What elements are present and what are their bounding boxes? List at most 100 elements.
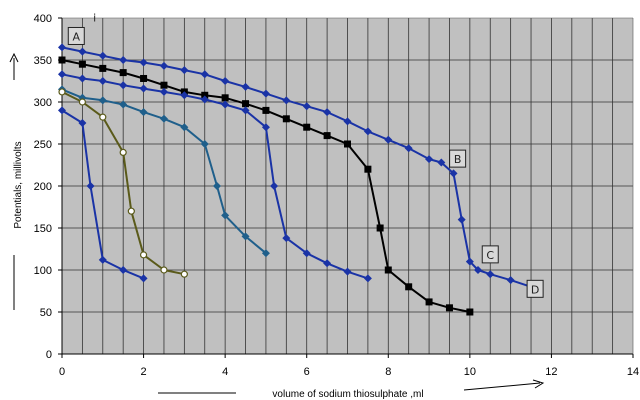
x-tick-label: 10 (464, 366, 476, 378)
data-point-square (160, 81, 168, 89)
y-tick-label: 0 (46, 349, 52, 361)
callout-a: A (67, 26, 85, 45)
data-point-diamond (58, 106, 66, 115)
data-point-diamond (261, 249, 270, 258)
data-point-circle (127, 207, 135, 215)
series-line (61, 59, 471, 313)
data-point-diamond (363, 274, 372, 283)
data-point-diamond (159, 61, 168, 70)
data-point-diamond (241, 232, 250, 241)
data-point-square (376, 224, 384, 232)
data-point-diamond (180, 66, 189, 75)
y-tick-label: 150 (34, 223, 52, 235)
data-point-diamond (58, 70, 66, 79)
y-tick-label: 400 (34, 13, 52, 25)
data-point-diamond (221, 77, 230, 85)
data-point-diamond (139, 58, 148, 67)
y-tick-label: 50 (40, 307, 52, 319)
data-point-circle (78, 98, 86, 106)
data-point-circle (160, 266, 168, 274)
callout-c: C (481, 245, 499, 264)
data-point-diamond (323, 259, 332, 268)
data-point-diamond (98, 77, 107, 85)
data-point-diamond (98, 51, 107, 60)
x-tick-label: 6 (304, 366, 310, 378)
data-point-diamond (200, 95, 209, 104)
data-point-diamond (241, 82, 250, 91)
data-point-square (425, 298, 433, 306)
data-point-diamond (159, 87, 168, 96)
x-tick-label: 8 (385, 366, 391, 378)
y-tick-label: 100 (34, 265, 52, 277)
callout-box (526, 279, 544, 298)
data-point-square (201, 91, 209, 99)
data-point-square (99, 64, 107, 72)
x-axis-title: volume of sodium thiosulphate ,ml (272, 389, 423, 400)
data-point-diamond (465, 257, 474, 266)
x-tick-label: 14 (627, 366, 639, 378)
series-4 (58, 85, 270, 258)
y-tick-label: 250 (34, 139, 52, 151)
data-point-diamond (323, 108, 332, 117)
y-tick-label: 350 (34, 55, 52, 67)
data-point-diamond (343, 117, 352, 126)
callout-box (481, 245, 499, 264)
data-point-diamond (221, 100, 230, 109)
x-tick-label: 2 (141, 366, 147, 378)
data-point-diamond (78, 47, 87, 56)
data-point-circle (58, 88, 66, 96)
data-point-diamond (58, 43, 66, 52)
data-point-diamond (282, 234, 291, 243)
data-point-square (405, 283, 413, 291)
data-point-circle (180, 270, 188, 278)
data-point-square (140, 74, 148, 82)
data-point-square (364, 165, 372, 173)
data-point-diamond (98, 96, 107, 105)
data-point-diamond (200, 70, 209, 79)
series-line (61, 91, 185, 276)
x-arrow-head-icon (532, 379, 545, 389)
series-6 (58, 106, 148, 283)
data-point-diamond (506, 276, 515, 285)
data-point-square (466, 308, 474, 316)
data-point-diamond (363, 127, 372, 136)
curve-callouts: A B C Di (67, 11, 544, 298)
data-point-circle (119, 148, 127, 156)
x-arrow-shaft-right (463, 382, 541, 391)
data-point-diamond (119, 81, 128, 90)
data-point-diamond (221, 211, 230, 220)
data-point-diamond (404, 144, 413, 153)
data-point-diamond (486, 270, 495, 279)
data-point-square (384, 266, 392, 274)
data-point-diamond (425, 155, 434, 164)
data-point-square (445, 304, 453, 312)
data-point-square (119, 69, 127, 77)
data-point-diamond (78, 119, 87, 127)
series-3 (58, 70, 372, 283)
callout-label: A (73, 30, 81, 43)
x-tick-label: 0 (59, 366, 65, 378)
x-tick-label: 4 (222, 366, 228, 378)
data-point-diamond (282, 96, 291, 105)
x-axis-ticks: 0 2 4 6 8 10 12 14 (59, 354, 639, 378)
data-point-square (344, 140, 351, 148)
data-point-square (323, 132, 331, 140)
data-point-diamond (180, 91, 189, 100)
y-axis-title: Potentials, millivolts (13, 141, 24, 228)
data-point-square (303, 123, 311, 131)
callout-box (67, 26, 85, 45)
data-point-diamond (86, 182, 95, 190)
y-axis-ticks: 0 50 100 150 200 250 300 350 400 (34, 13, 62, 361)
data-point-square (221, 94, 229, 102)
data-point-square (58, 56, 66, 64)
data-point-diamond (302, 249, 311, 258)
data-point-diamond (474, 266, 483, 274)
series-line (61, 109, 144, 280)
data-point-diamond (139, 274, 148, 283)
data-point-circle (99, 113, 107, 121)
callout-label: B (454, 153, 462, 166)
data-point-diamond (261, 89, 270, 98)
data-point-diamond (98, 255, 107, 264)
data-point-square (262, 106, 270, 114)
data-point-diamond (449, 169, 458, 178)
